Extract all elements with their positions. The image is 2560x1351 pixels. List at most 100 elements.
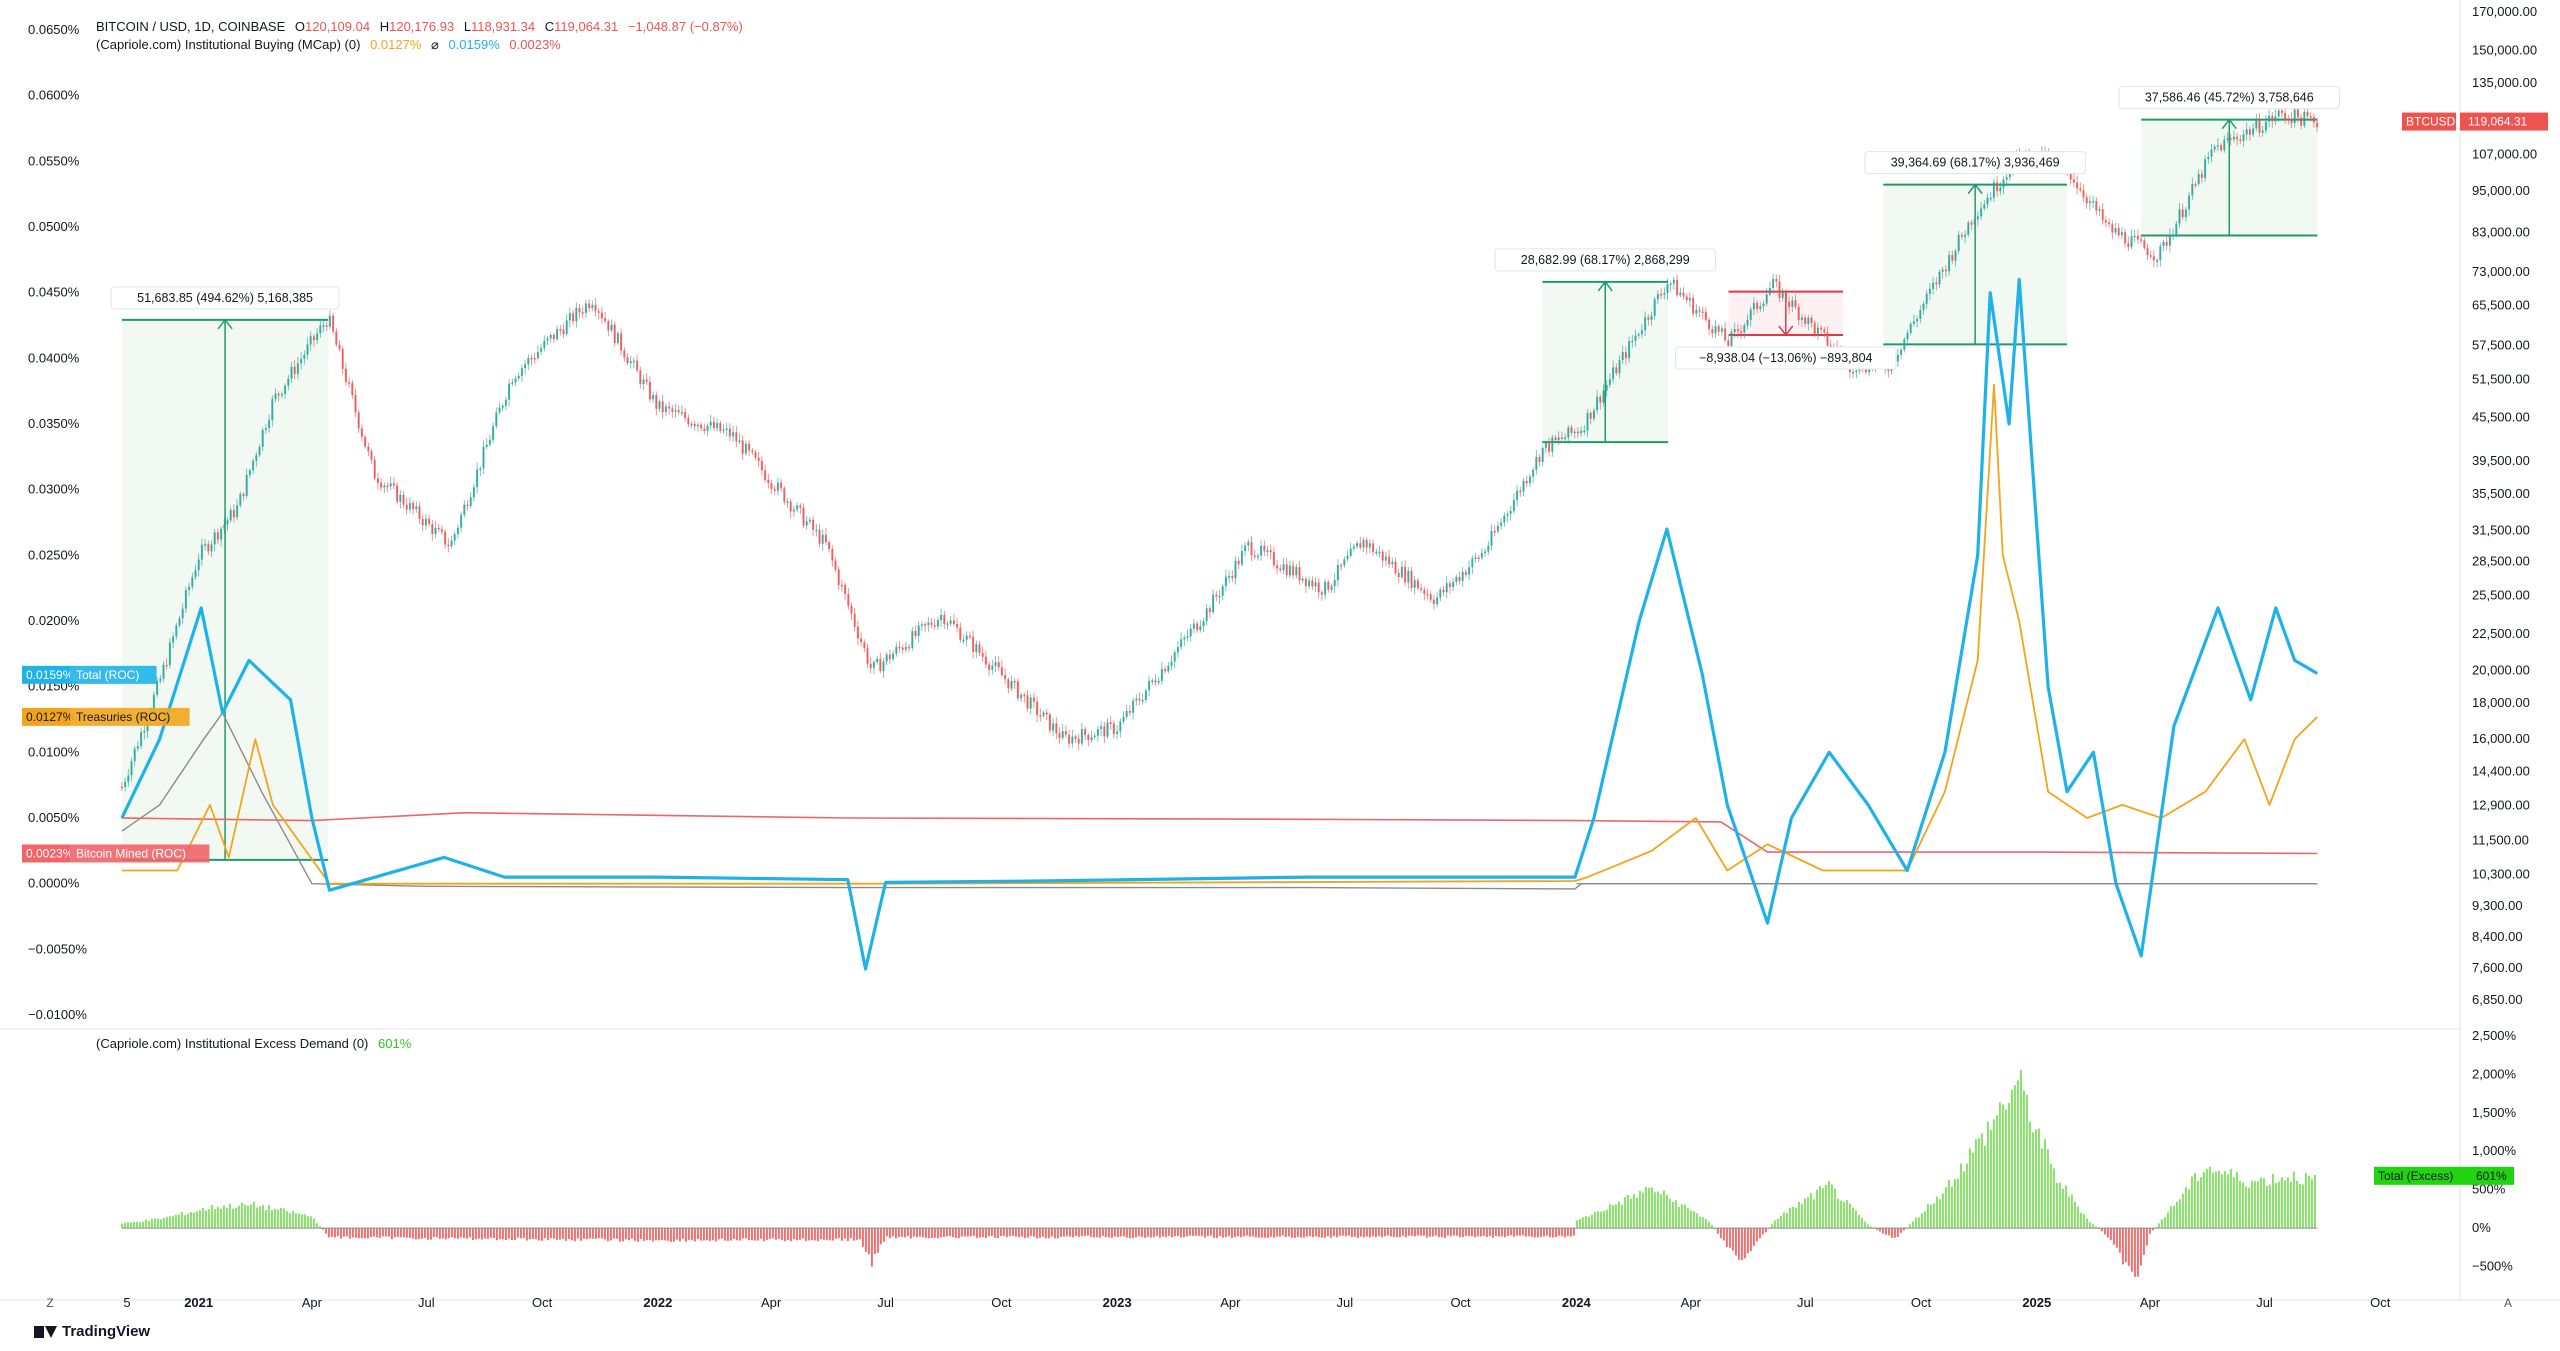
right-axis-tick-label: 39,500.00 [2472, 453, 2530, 468]
candle-body [2076, 182, 2079, 189]
candle-body [1420, 588, 1423, 590]
candle-body [783, 488, 786, 502]
excess-bar [378, 1228, 381, 1238]
excess-bar [1713, 1228, 1716, 1230]
candle-body [2312, 116, 2315, 123]
candle-body [2146, 247, 2149, 256]
excess-axis-tick-label: 2,500% [2472, 1028, 2517, 1043]
candle-body [309, 336, 312, 345]
candle-body [2181, 209, 2184, 218]
candle-body [1509, 510, 1512, 514]
excess-bar [927, 1228, 930, 1239]
excess-bar [576, 1228, 579, 1239]
excess-bar [1476, 1228, 1479, 1237]
candle-body [1903, 339, 1906, 350]
candle-body [2210, 149, 2213, 157]
excess-bar [1587, 1216, 1590, 1229]
series-name-badge-text: Treasuries (ROC) [76, 710, 170, 724]
excess-bar [2190, 1176, 2193, 1229]
excess-bar [1530, 1228, 1533, 1237]
excess-bar [450, 1228, 453, 1238]
candle-body [453, 534, 456, 541]
candle-body [2111, 224, 2114, 233]
candle-body [1618, 360, 1621, 374]
indicator-value-mined: 0.0023% [509, 37, 561, 52]
candle-body [1576, 431, 1579, 434]
candle-body [1279, 568, 1282, 571]
candle-body [175, 625, 178, 637]
excess-bar [1968, 1148, 1971, 1229]
excess-bar [2001, 1104, 2004, 1229]
z-button[interactable]: Z [46, 1296, 53, 1310]
candle-body [159, 678, 162, 682]
candle-body [1080, 729, 1083, 744]
excess-bar [429, 1228, 432, 1240]
excess-bar [1590, 1214, 1593, 1229]
excess-bar [1821, 1188, 1824, 1229]
candle-body [540, 348, 543, 352]
excess-bar [1839, 1200, 1842, 1229]
excess-bar [492, 1228, 495, 1239]
excess-bar [831, 1228, 834, 1241]
excess-bar [1314, 1228, 1317, 1237]
a-button[interactable]: A [2504, 1296, 2512, 1310]
candle-body [1116, 731, 1119, 734]
excess-bar [1539, 1228, 1542, 1238]
candle-body [1928, 288, 1931, 294]
time-axis-tick-label: Oct [991, 1295, 1012, 1310]
candle-body [1602, 390, 1605, 403]
excess-bar [1272, 1228, 1275, 1238]
candle-body [856, 626, 859, 639]
candle-body [373, 459, 376, 479]
excess-bar [1176, 1228, 1179, 1236]
candle-body [895, 646, 898, 654]
excess-bar [495, 1228, 498, 1241]
excess-bar [1242, 1228, 1245, 1237]
excess-bar [2211, 1172, 2214, 1229]
candle-body [498, 407, 501, 413]
candle-body [437, 527, 440, 530]
candle-body [1036, 701, 1039, 716]
excess-bar [777, 1228, 780, 1239]
candle-body [316, 333, 319, 340]
excess-bar [1431, 1228, 1434, 1237]
excess-bar [1572, 1228, 1575, 1236]
excess-bar [786, 1228, 789, 1241]
excess-bar [1014, 1228, 1017, 1237]
candle-body [2008, 173, 2011, 178]
excess-bar [1095, 1228, 1098, 1238]
candle-body [2252, 128, 2255, 135]
excess-bar [468, 1228, 471, 1238]
candle-body [2280, 110, 2283, 114]
candle-body [1429, 594, 1432, 600]
time-axis-tick-label: Oct [1450, 1295, 1471, 1310]
excess-bar [1119, 1228, 1122, 1237]
candle-body [1919, 310, 1922, 319]
excess-bar [396, 1228, 399, 1238]
candle-body [344, 368, 347, 383]
excess-bar [1803, 1198, 1806, 1229]
candle-body [1199, 626, 1202, 630]
candle-body [1368, 543, 1371, 548]
excess-bar [1506, 1228, 1509, 1236]
candle-body [623, 350, 626, 358]
tradingview-logo[interactable]: TradingView [34, 1323, 150, 1340]
excess-bar [906, 1228, 909, 1237]
candle-body [1304, 578, 1307, 587]
excess-bar [273, 1208, 276, 1229]
low-label: L [463, 19, 472, 34]
candle-body [1151, 680, 1154, 682]
excess-bar [2184, 1187, 2187, 1229]
candle-body [1525, 480, 1528, 484]
excess-name-badge-text: Total (Excess) [2378, 1169, 2453, 1183]
candle-body [770, 483, 773, 489]
excess-bar [2007, 1102, 2010, 1229]
excess-bar [996, 1228, 999, 1239]
candle-body [472, 487, 475, 498]
candle-body [655, 395, 658, 409]
candle-body [1087, 735, 1090, 740]
candle-body [1906, 332, 1909, 340]
excess-bar [939, 1228, 942, 1238]
excess-bar [1458, 1228, 1461, 1238]
